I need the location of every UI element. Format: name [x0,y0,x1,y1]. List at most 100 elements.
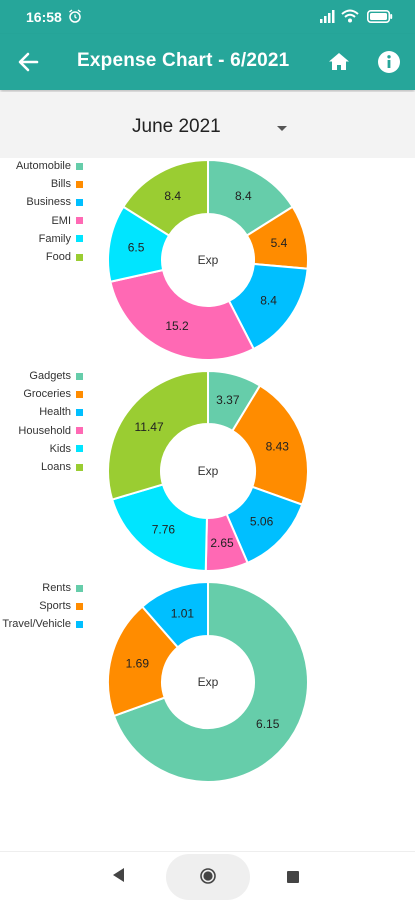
home-icon[interactable] [326,49,352,75]
legend-label: Food [45,251,71,264]
legend-label: Gadgets [29,370,71,383]
chart-block-3: Rents Sports Travel/Vehicle 6.15 1.69 1.01… [0,582,415,782]
donut-center-label: Exp [198,464,219,478]
legend-item: Gadgets [0,370,90,388]
chart-legend: Automobile Bills Business EMI Family Foo… [0,160,90,269]
back-arrow-icon[interactable] [14,48,44,76]
legend-label: Kids [49,442,71,455]
legend-item: Food [0,251,90,269]
donut-center-label: Exp [198,675,219,689]
legend-swatch [76,198,83,206]
system-nav-bar [0,851,415,901]
donut-slice[interactable] [109,268,256,360]
legend-label: Bills [50,178,71,191]
legend-item: Bills [0,178,90,196]
donut-chart-3[interactable]: 6.15 1.69 1.01 Exp [104,582,312,782]
nav-home-icon [200,868,216,884]
status-bar: 16:58 [0,0,415,34]
wifi-icon [341,9,359,23]
donut-slice[interactable] [121,160,209,237]
nav-home-button[interactable] [166,854,250,900]
info-icon[interactable] [376,49,402,75]
slice-value-label: 3.37 [216,393,240,407]
slice-value-label: 15.2 [165,319,189,333]
slice-value-label: 8.43 [266,439,290,453]
month-dropdown-value: June 2021 [132,116,221,137]
slice-value-label: 5.06 [250,514,274,528]
slice-value-label: 8.4 [235,189,252,203]
legend-label: Household [18,424,71,437]
signal-icon [320,10,335,23]
legend-swatch [76,445,83,453]
legend-swatch [76,427,83,435]
alarm-icon [69,9,81,23]
legend-swatch [76,463,83,471]
nav-back-icon[interactable] [113,868,125,882]
legend-label: Groceries [23,388,71,401]
donut-chart-1[interactable]: 8.4 5.4 8.4 15.2 6.5 8.4 Exp [104,160,312,360]
legend-item: Business [0,196,90,214]
legend-item: Household [0,425,90,443]
legend-label: Health [39,406,71,419]
legend-swatch [76,372,83,380]
legend-item: Rents [0,582,90,600]
chart-block-1: Automobile Bills Business EMI Family Foo… [0,160,415,360]
legend-swatch [76,162,83,170]
donut-center-label: Exp [198,253,219,267]
slice-value-label: 1.69 [126,657,150,671]
donut-slice[interactable] [107,605,180,718]
legend-label: Travel/Vehicle [2,618,71,631]
slice-value-label: 1.01 [171,607,195,621]
donut-slice[interactable] [112,582,309,782]
legend-item: Groceries [0,388,90,406]
donut-chart-2[interactable]: 3.37 8.43 5.06 2.65 7.76 11.47 Exp [104,370,312,575]
legend-label: Loans [41,461,71,474]
donut-slice[interactable] [140,582,209,649]
legend-item: Family [0,233,90,251]
legend-label: Family [38,232,71,245]
slice-value-label: 6.15 [256,717,280,731]
chart-block-2: Gadgets Groceries Health Household Kids … [0,370,415,575]
legend-swatch [76,602,83,610]
legend-item: Kids [0,443,90,461]
chart-legend: Rents Sports Travel/Vehicle [0,582,90,637]
chart-legend: Gadgets Groceries Health Household Kids … [0,370,90,479]
slice-value-label: 8.4 [260,294,277,308]
legend-swatch [76,584,83,592]
legend-item: EMI [0,215,90,233]
legend-item: Loans [0,461,90,479]
legend-swatch [76,390,83,398]
legend-label: Automobile [15,160,71,173]
legend-swatch [76,253,83,261]
legend-swatch [76,217,83,225]
slice-value-label: 2.65 [210,536,234,550]
slice-value-label: 5.4 [271,236,288,250]
legend-label: Sports [39,600,71,613]
month-selector-row: June 2021 [0,92,415,158]
legend-item: Automobile [0,160,90,178]
legend-item: Health [0,406,90,424]
donut-slice[interactable] [110,483,208,572]
month-dropdown[interactable]: June 2021 [120,106,300,146]
legend-label: EMI [51,214,71,227]
slice-value-label: 11.47 [135,420,164,434]
status-time: 16:58 [26,9,62,25]
legend-swatch [76,180,83,188]
nav-recents-icon[interactable] [287,871,299,883]
slice-value-label: 7.76 [152,522,176,536]
legend-label: Business [26,196,71,209]
slice-value-label: 6.5 [128,241,145,255]
legend-swatch [76,408,83,416]
legend-swatch [76,235,83,243]
donut-slice[interactable] [231,384,309,506]
legend-label: Rents [42,582,71,595]
slice-value-label: 8.4 [164,189,181,203]
donut-slice[interactable] [107,370,209,501]
battery-icon [367,10,393,23]
dropdown-caret-icon [277,126,287,131]
legend-item: Travel/Vehicle [0,618,90,636]
app-bar: Expense Chart - 6/2021 [0,34,415,90]
page-title: Expense Chart - 6/2021 [77,50,290,71]
legend-swatch [76,620,83,628]
legend-item: Sports [0,600,90,618]
